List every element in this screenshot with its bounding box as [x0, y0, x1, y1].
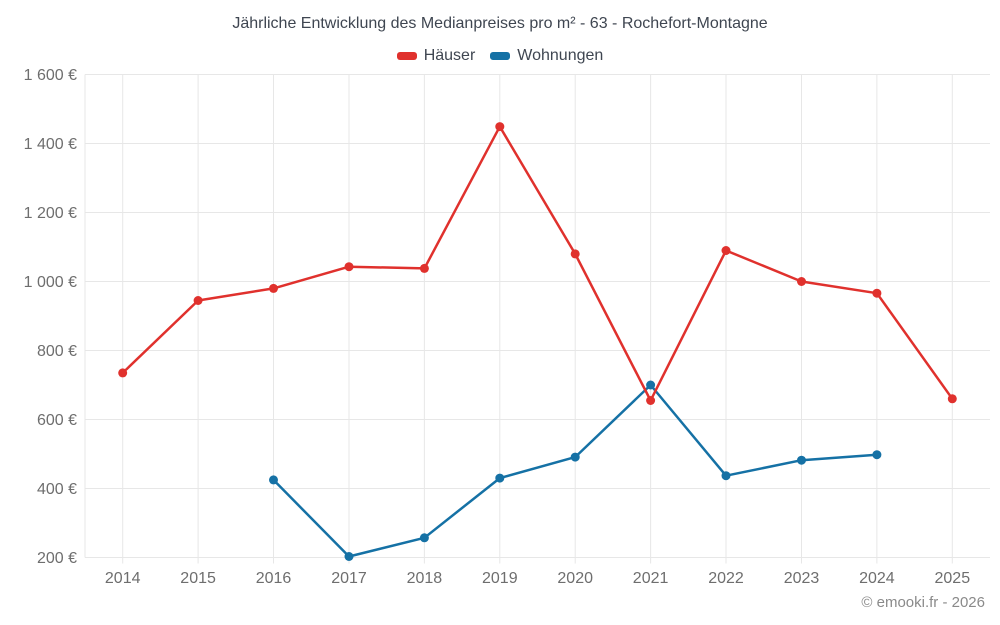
- legend: Häuser Wohnungen: [0, 47, 1000, 65]
- legend-label-wohnungen: Wohnungen: [517, 47, 604, 64]
- hauser-point-2017: [344, 262, 354, 272]
- y-tick-label: 800 €: [37, 343, 77, 360]
- x-tick-label: 2020: [557, 570, 593, 587]
- hauser-legend-swatch-icon: [396, 52, 417, 60]
- x-tick-label: 2019: [482, 570, 518, 587]
- x-tick-label: 2017: [331, 570, 367, 587]
- hauser-point-2014: [118, 368, 128, 378]
- y-tick-label: 200 €: [37, 550, 77, 567]
- wohnungen-point-2024: [872, 450, 882, 460]
- hauser-point-2024: [872, 288, 882, 298]
- hauser-point-2022: [721, 246, 731, 255]
- wohnungen-point-2020: [570, 452, 580, 462]
- hauser-point-2020: [570, 249, 580, 259]
- gridlines: [84, 74, 990, 564]
- legend-item-hauser[interactable]: Häuser: [396, 47, 476, 65]
- hauser-line: [121, 125, 954, 402]
- x-tick-label: 2018: [407, 570, 443, 587]
- hauser-series: [118, 122, 957, 405]
- x-tick-label: 2015: [180, 570, 216, 587]
- y-tick-label: 400 €: [37, 481, 77, 498]
- legend-item-wohnungen[interactable]: Wohnungen: [490, 47, 603, 65]
- x-axis-labels: 2014 2015 2016 2017 2018 2019 2020 2021 2022 2023…: [105, 570, 970, 587]
- x-tick-label: 2024: [859, 570, 895, 587]
- y-tick-label: 1 400 €: [24, 136, 77, 153]
- wohnungen-point-2022: [721, 471, 731, 481]
- y-tick-label: 1 000 €: [24, 274, 77, 291]
- x-tick-label: 2023: [784, 570, 820, 587]
- wohnungen-point-2023: [797, 455, 806, 465]
- y-tick-label: 1 600 €: [24, 67, 77, 84]
- y-tick-label: 1 200 €: [24, 205, 77, 222]
- hauser-point-2021: [646, 396, 656, 405]
- chart-title: Jährliche Entwicklung des Medianpreises …: [232, 15, 768, 32]
- wohnungen-series: [269, 380, 882, 561]
- hauser-point-2016: [269, 283, 278, 293]
- wohnungen-point-2019: [495, 473, 505, 483]
- watermark: © emooki.fr - 2026: [861, 594, 985, 611]
- y-axis-labels: 200 € 400 € 600 € 800 € 1 000 € 1 200 € 1 400 …: [24, 67, 77, 567]
- y-tick-label: 600 €: [37, 412, 77, 429]
- hauser-point-2018: [419, 263, 429, 273]
- x-tick-label: 2022: [708, 570, 744, 587]
- wohnungen-legend-swatch-icon: [490, 52, 511, 60]
- x-tick-label: 2021: [633, 570, 669, 587]
- legend-label-hauser: Häuser: [423, 47, 476, 64]
- x-tick-label: 2014: [105, 570, 141, 587]
- wohnungen-point-2021: [646, 380, 656, 390]
- hauser-point-2015: [193, 296, 203, 305]
- wohnungen-point-2018: [419, 533, 429, 543]
- x-tick-label: 2025: [935, 570, 971, 587]
- x-tick-label: 2016: [256, 570, 292, 587]
- hauser-point-2019: [495, 122, 505, 132]
- hauser-point-2023: [797, 277, 806, 286]
- wohnungen-point-2017: [344, 552, 354, 561]
- wohnungen-point-2016: [269, 475, 278, 485]
- hauser-point-2025: [947, 394, 957, 404]
